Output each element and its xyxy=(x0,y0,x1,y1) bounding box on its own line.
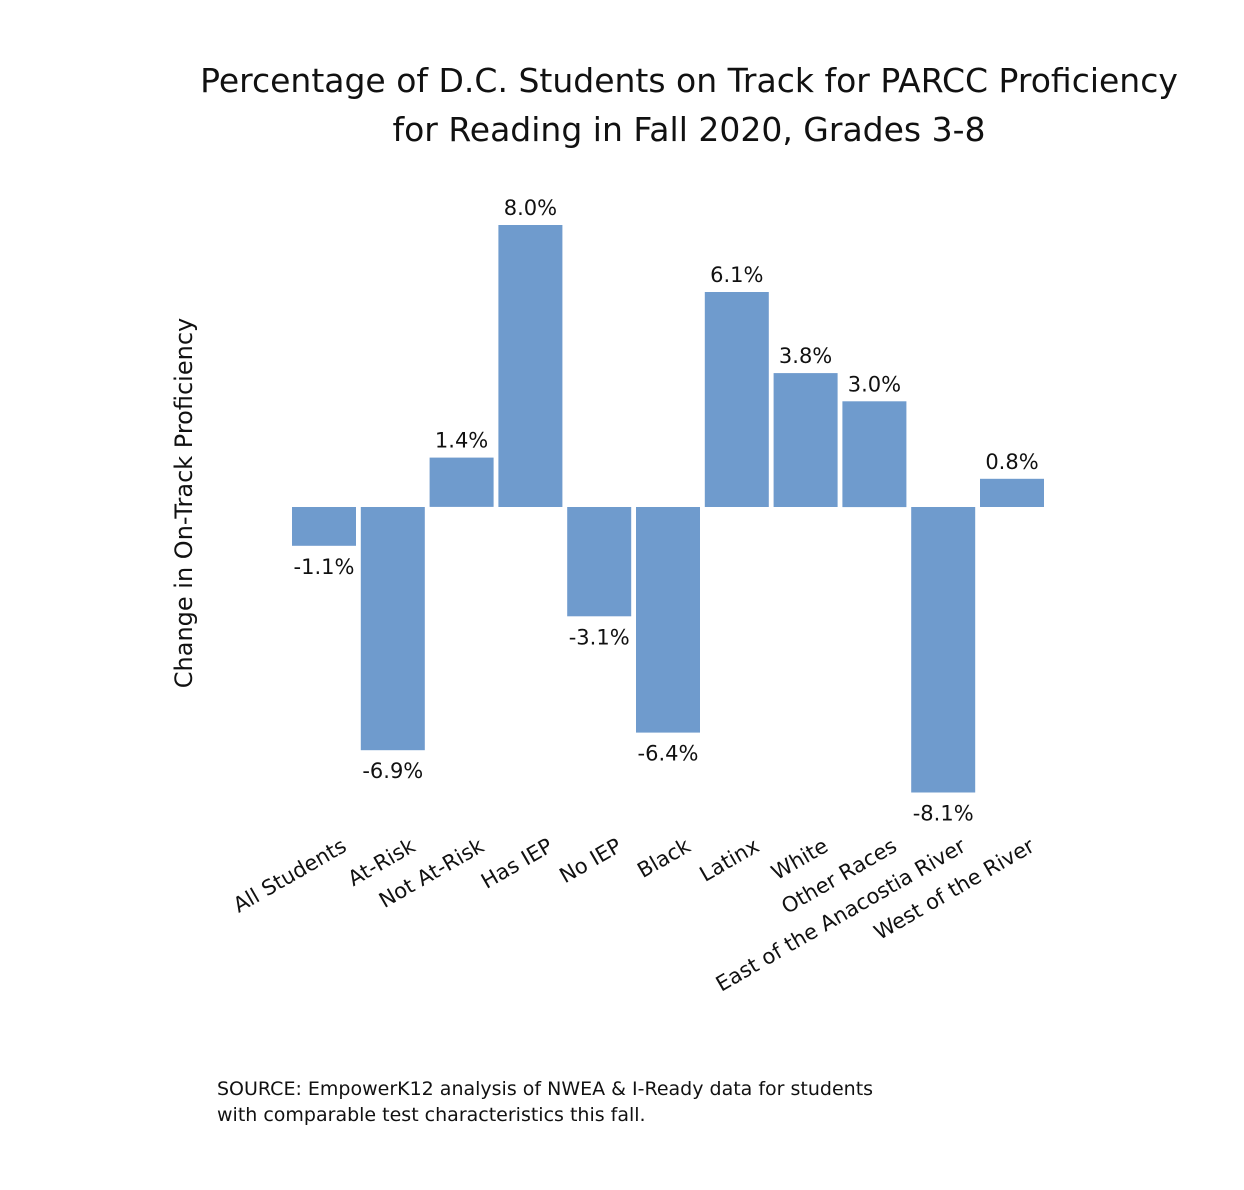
value-label-7: 3.8% xyxy=(779,344,832,368)
source-line-1: SOURCE: EmpowerK12 analysis of NWEA & I-… xyxy=(217,1078,874,1100)
category-label-6: Latinx xyxy=(696,834,764,887)
category-label-4: No IEP xyxy=(555,834,625,888)
y-axis-label: Change in On-Track Proficiency xyxy=(170,318,198,688)
value-labels-group: -1.1% -6.9% 1.4% 8.0% -3.1% -6.4% 6.1% 3.8% 3.0%… xyxy=(294,196,1039,826)
value-label-10: 0.8% xyxy=(985,450,1038,474)
bar-1 xyxy=(360,507,425,751)
bars-group xyxy=(292,225,1044,793)
source-line-2: with comparable test characteristics thi… xyxy=(217,1104,646,1126)
value-label-9: -8.1% xyxy=(913,802,974,826)
bar-9 xyxy=(911,507,976,793)
chart-title-line-1: Percentage of D.C. Students on Track for… xyxy=(200,61,1178,100)
bar-10 xyxy=(980,478,1044,507)
bar-2 xyxy=(429,457,494,507)
bar-6 xyxy=(704,292,769,507)
value-label-8: 3.0% xyxy=(848,372,901,396)
source-note: SOURCE: EmpowerK12 analysis of NWEA & I-… xyxy=(217,1076,1017,1128)
value-label-4: -3.1% xyxy=(569,625,630,649)
bar-0 xyxy=(292,507,356,546)
value-label-3: 8.0% xyxy=(504,196,557,220)
chart-title-line-2: for Reading in Fall 2020, Grades 3-8 xyxy=(392,110,985,149)
bar-8 xyxy=(842,401,907,508)
category-label-0: All Students xyxy=(229,834,350,918)
value-label-6: 6.1% xyxy=(710,263,763,287)
value-label-1: -6.9% xyxy=(362,759,423,783)
value-label-2: 1.4% xyxy=(435,429,488,453)
value-label-5: -6.4% xyxy=(638,742,699,766)
bar-7 xyxy=(773,373,838,507)
bar-5 xyxy=(636,507,700,733)
category-label-3: Has IEP xyxy=(477,834,557,894)
bar-3 xyxy=(498,225,563,507)
bar-4 xyxy=(567,507,632,617)
category-label-5: Black xyxy=(633,833,695,883)
value-label-0: -1.1% xyxy=(294,555,355,579)
